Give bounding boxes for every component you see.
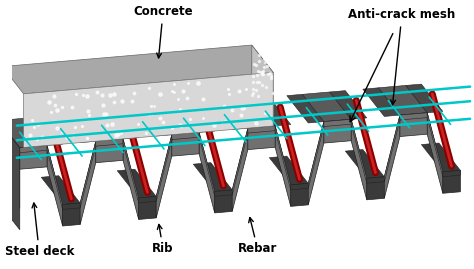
Polygon shape bbox=[427, 113, 443, 193]
Polygon shape bbox=[308, 122, 324, 205]
Polygon shape bbox=[421, 143, 460, 172]
Polygon shape bbox=[199, 132, 215, 196]
Polygon shape bbox=[232, 128, 248, 211]
Polygon shape bbox=[139, 196, 156, 220]
Polygon shape bbox=[63, 203, 80, 209]
Polygon shape bbox=[378, 86, 427, 115]
Polygon shape bbox=[117, 169, 156, 198]
Polygon shape bbox=[215, 190, 232, 196]
Polygon shape bbox=[47, 146, 63, 226]
Polygon shape bbox=[20, 146, 47, 169]
Polygon shape bbox=[330, 91, 367, 119]
Polygon shape bbox=[427, 113, 443, 177]
Polygon shape bbox=[275, 126, 291, 206]
Polygon shape bbox=[96, 139, 123, 163]
Polygon shape bbox=[248, 126, 275, 150]
Polygon shape bbox=[227, 98, 275, 128]
Polygon shape bbox=[41, 176, 80, 204]
Polygon shape bbox=[63, 203, 80, 226]
Polygon shape bbox=[24, 72, 273, 147]
Polygon shape bbox=[269, 156, 308, 185]
Polygon shape bbox=[406, 84, 443, 113]
Polygon shape bbox=[232, 128, 248, 195]
Polygon shape bbox=[308, 122, 324, 188]
Polygon shape bbox=[248, 126, 275, 133]
Text: Anti-crack mesh: Anti-crack mesh bbox=[348, 8, 456, 105]
Polygon shape bbox=[123, 139, 139, 203]
Polygon shape bbox=[0, 118, 47, 148]
Polygon shape bbox=[367, 177, 384, 183]
Polygon shape bbox=[172, 132, 199, 140]
Polygon shape bbox=[443, 170, 460, 177]
Polygon shape bbox=[363, 88, 400, 116]
Polygon shape bbox=[96, 139, 123, 146]
Text: Rib: Rib bbox=[152, 224, 174, 255]
Polygon shape bbox=[26, 117, 63, 146]
Polygon shape bbox=[324, 119, 351, 126]
Polygon shape bbox=[254, 97, 291, 126]
Polygon shape bbox=[139, 196, 156, 203]
Polygon shape bbox=[74, 112, 123, 141]
Polygon shape bbox=[47, 146, 63, 209]
Polygon shape bbox=[199, 132, 215, 213]
Polygon shape bbox=[351, 119, 367, 200]
Polygon shape bbox=[275, 126, 291, 190]
Polygon shape bbox=[215, 190, 232, 213]
Polygon shape bbox=[2, 45, 273, 94]
Polygon shape bbox=[20, 146, 47, 153]
Text: Concrete: Concrete bbox=[133, 5, 193, 58]
Polygon shape bbox=[443, 170, 460, 193]
Polygon shape bbox=[367, 177, 384, 200]
Polygon shape bbox=[156, 135, 172, 218]
Polygon shape bbox=[193, 163, 232, 192]
Polygon shape bbox=[400, 113, 427, 137]
Polygon shape bbox=[400, 113, 427, 120]
Polygon shape bbox=[80, 141, 96, 208]
Polygon shape bbox=[351, 119, 367, 183]
Polygon shape bbox=[0, 121, 20, 208]
Text: Rebar: Rebar bbox=[238, 218, 277, 255]
Polygon shape bbox=[287, 94, 324, 123]
Polygon shape bbox=[178, 104, 215, 132]
Text: Steel deck: Steel deck bbox=[5, 203, 74, 258]
Polygon shape bbox=[324, 119, 351, 143]
Polygon shape bbox=[252, 45, 273, 126]
Polygon shape bbox=[101, 110, 139, 139]
Polygon shape bbox=[291, 183, 308, 190]
Polygon shape bbox=[80, 141, 96, 224]
Polygon shape bbox=[135, 107, 172, 136]
Polygon shape bbox=[211, 101, 248, 129]
Polygon shape bbox=[0, 121, 20, 230]
Polygon shape bbox=[150, 105, 199, 135]
Polygon shape bbox=[156, 135, 172, 201]
Polygon shape bbox=[59, 114, 96, 143]
Polygon shape bbox=[384, 115, 400, 198]
Polygon shape bbox=[123, 139, 139, 220]
Polygon shape bbox=[384, 115, 400, 182]
Polygon shape bbox=[302, 92, 351, 122]
Polygon shape bbox=[346, 150, 384, 178]
Polygon shape bbox=[172, 132, 199, 156]
Polygon shape bbox=[291, 183, 308, 206]
